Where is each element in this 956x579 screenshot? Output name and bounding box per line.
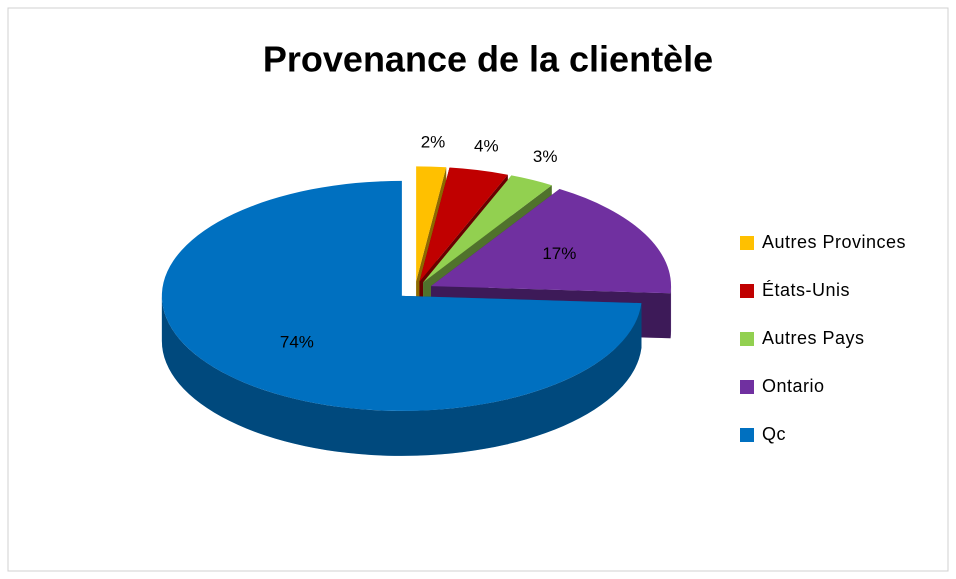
data-label: 74% (280, 333, 314, 352)
data-label: 17% (542, 244, 576, 263)
legend-swatch (740, 236, 754, 250)
slice (423, 175, 552, 283)
legend-swatch (740, 332, 754, 346)
slice (419, 167, 508, 282)
data-label: 2% (421, 132, 446, 151)
legend-swatch (740, 428, 754, 442)
legend-swatch (740, 380, 754, 394)
data-label: 4% (474, 136, 499, 155)
pie-tops (161, 166, 672, 411)
slice (416, 166, 447, 282)
legend: Autres Provinces États-Unis Autres Pays Ont… (740, 232, 906, 444)
legend-swatch (740, 284, 754, 298)
slice (431, 188, 672, 294)
legend-label: Qc (762, 424, 786, 444)
slice (161, 180, 642, 411)
data-label: 3% (533, 147, 558, 166)
labels: 2% 4% 3% 17% 74% (280, 132, 576, 351)
legend-label: Autres Pays (762, 328, 865, 348)
legend-label: Autres Provinces (762, 232, 906, 252)
slice-side-shade (161, 295, 642, 456)
slice-side (161, 295, 642, 456)
legend-label: États-Unis (762, 280, 850, 300)
legend-label: Ontario (762, 376, 825, 396)
chart-title: Provenance de la clientèle (263, 39, 713, 80)
